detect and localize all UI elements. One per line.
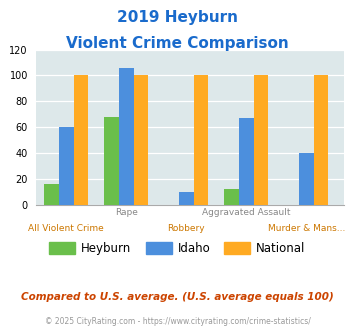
Bar <box>224 189 239 205</box>
Bar <box>299 153 313 205</box>
Bar <box>73 75 88 205</box>
Bar <box>179 192 193 205</box>
Text: © 2025 CityRating.com - https://www.cityrating.com/crime-statistics/: © 2025 CityRating.com - https://www.city… <box>45 317 310 326</box>
Text: Rape: Rape <box>115 208 138 217</box>
Bar <box>119 68 133 205</box>
Bar <box>133 75 148 205</box>
Bar <box>193 75 208 205</box>
Text: 2019 Heyburn: 2019 Heyburn <box>117 10 238 25</box>
Text: Aggravated Assault: Aggravated Assault <box>202 208 290 217</box>
Bar <box>44 184 59 205</box>
Text: Compared to U.S. average. (U.S. average equals 100): Compared to U.S. average. (U.S. average … <box>21 292 334 302</box>
Text: Robbery: Robbery <box>168 224 205 233</box>
Bar <box>239 118 253 205</box>
Text: Violent Crime Comparison: Violent Crime Comparison <box>66 36 289 51</box>
Bar <box>104 117 119 205</box>
Text: Murder & Mans...: Murder & Mans... <box>268 224 345 233</box>
Bar <box>313 75 328 205</box>
Bar <box>59 127 73 205</box>
Legend: Heyburn, Idaho, National: Heyburn, Idaho, National <box>45 237 310 260</box>
Bar <box>253 75 268 205</box>
Text: All Violent Crime: All Violent Crime <box>28 224 104 233</box>
